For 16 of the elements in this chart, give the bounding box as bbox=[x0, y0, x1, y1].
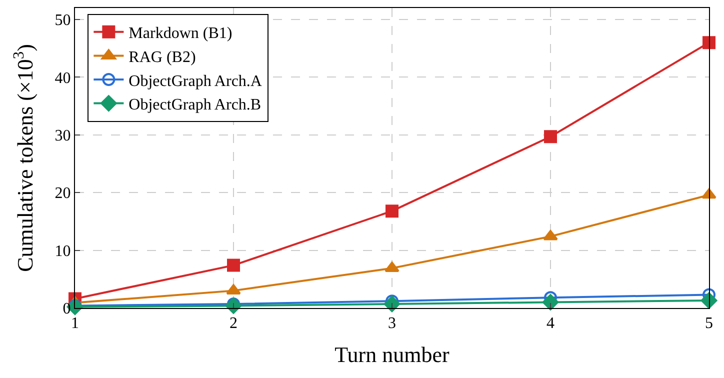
x-tick-label: 3 bbox=[388, 315, 396, 332]
y-tick-label: 30 bbox=[54, 128, 71, 145]
x-axis-title: Turn number bbox=[334, 342, 450, 368]
legend-label: RAG (B2) bbox=[128, 48, 196, 66]
legend-label: ObjectGraph Arch.A bbox=[128, 72, 262, 90]
x-tick-label: 4 bbox=[546, 315, 554, 332]
x-tick-label: 5 bbox=[705, 315, 713, 332]
x-tick-label: 2 bbox=[230, 315, 238, 332]
y-tick-label: 50 bbox=[54, 12, 71, 30]
y-tick-label: 0 bbox=[62, 300, 71, 318]
y-tick-label: 40 bbox=[54, 70, 71, 87]
y-tick-label: 10 bbox=[54, 242, 71, 260]
x-tick-label: 1 bbox=[71, 315, 79, 332]
legend-label: Markdown (B1) bbox=[128, 25, 232, 42]
y-tick-label: 20 bbox=[54, 185, 71, 202]
legend-label: ObjectGraph Arch.B bbox=[128, 96, 262, 114]
